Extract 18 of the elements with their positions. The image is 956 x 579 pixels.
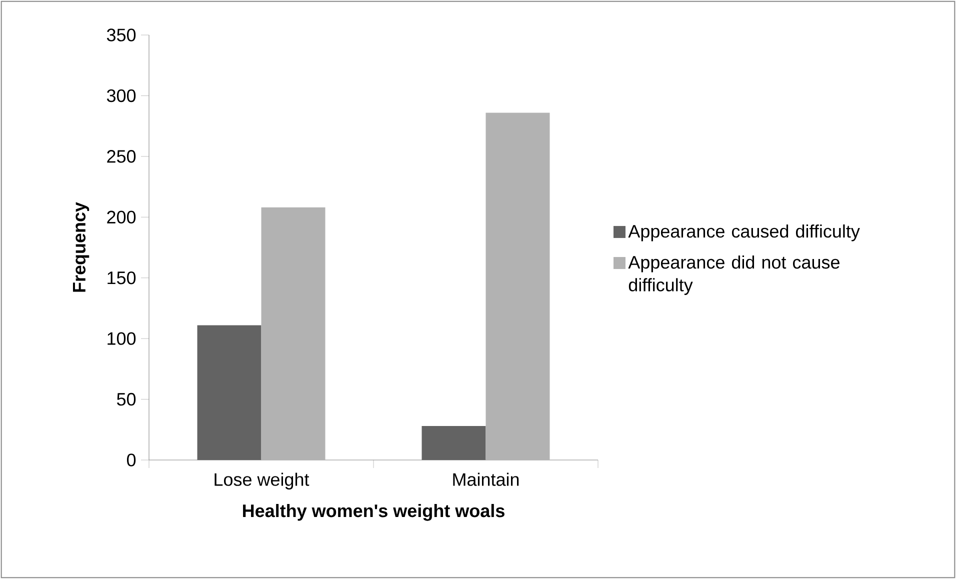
x-tick-label: Maintain [453, 472, 519, 486]
legend-label: Appearance did not cause difficulty [628, 255, 840, 295]
x-axis-title: Healthy women's weight woals [243, 504, 504, 521]
y-tick-label: 150 [108, 271, 136, 284]
y-tick-label: 50 [116, 392, 136, 406]
y-tick-label: 300 [106, 89, 136, 102]
x-tick-label: Lose weight [214, 472, 310, 490]
bar [197, 325, 262, 460]
y-tick-label: 250 [107, 150, 136, 163]
legend-label: Appearance caused difficulty [628, 224, 860, 242]
y-tick-label: 350 [106, 28, 136, 42]
y-axis-title: Frequency [72, 202, 90, 292]
bar [261, 207, 326, 460]
y-tick-label: 0 [126, 454, 136, 466]
y-tick-label: 200 [107, 210, 136, 224]
bar [486, 112, 550, 460]
bar [422, 426, 486, 460]
y-tick-label: 100 [108, 332, 136, 345]
